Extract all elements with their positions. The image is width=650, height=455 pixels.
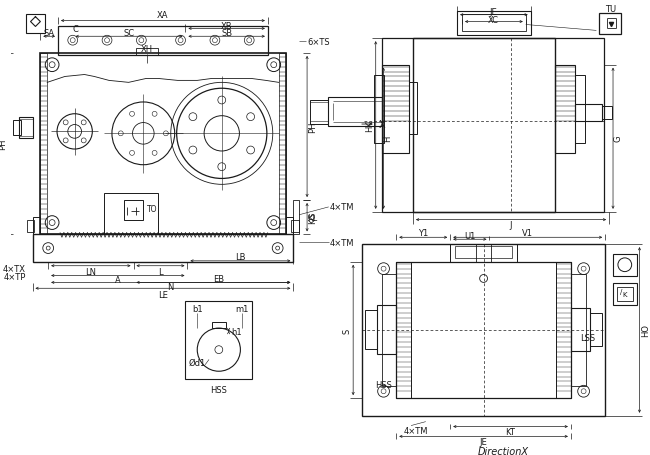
Text: PH: PH — [309, 121, 317, 133]
Text: /: / — [619, 288, 622, 294]
Bar — [613, 254, 636, 276]
Bar — [613, 284, 636, 305]
Text: 4×TM: 4×TM — [330, 238, 354, 247]
Bar — [285, 217, 293, 235]
Bar — [40, 54, 47, 235]
Bar — [382, 39, 604, 212]
Bar — [291, 220, 299, 233]
Text: HO: HO — [641, 324, 650, 337]
Bar — [293, 201, 299, 235]
Bar — [457, 12, 530, 36]
Text: LSS: LSS — [580, 334, 595, 343]
Bar — [571, 274, 586, 386]
Bar — [382, 274, 396, 386]
Text: PH: PH — [0, 139, 8, 150]
Text: m1: m1 — [236, 305, 249, 313]
Bar — [450, 245, 517, 262]
Bar — [374, 76, 383, 144]
Bar — [58, 27, 268, 56]
Text: 4×TM: 4×TM — [330, 203, 354, 212]
Text: A: A — [115, 275, 121, 284]
Bar — [365, 310, 377, 349]
Text: SA: SA — [44, 29, 55, 38]
Text: L: L — [158, 268, 162, 277]
Text: SC: SC — [124, 29, 135, 38]
Bar — [462, 15, 526, 32]
Text: XC: XC — [488, 16, 499, 25]
Bar — [13, 121, 21, 136]
Text: JE: JE — [489, 8, 497, 17]
Bar — [413, 39, 555, 212]
Bar — [603, 106, 612, 119]
Bar — [396, 262, 571, 398]
Text: XA: XA — [157, 11, 169, 20]
Bar — [571, 308, 590, 351]
Bar — [310, 101, 328, 124]
Text: LB: LB — [235, 253, 246, 262]
Bar — [575, 105, 603, 121]
Text: N: N — [168, 282, 174, 291]
Text: C: C — [73, 25, 79, 34]
Text: 4×TX: 4×TX — [3, 264, 25, 273]
Bar — [377, 305, 396, 354]
Text: H: H — [383, 136, 392, 142]
Text: KG: KG — [309, 212, 317, 224]
Text: V1: V1 — [522, 228, 533, 238]
Bar — [555, 66, 575, 154]
Text: 4×TM: 4×TM — [404, 426, 428, 435]
Bar — [27, 220, 34, 233]
Text: LE: LE — [158, 290, 168, 299]
Bar — [556, 262, 571, 398]
Text: X: X — [378, 120, 385, 130]
Bar — [25, 15, 46, 34]
Text: b1: b1 — [192, 305, 203, 313]
Bar — [590, 313, 603, 346]
Text: EB: EB — [213, 274, 224, 283]
Text: LN: LN — [85, 268, 96, 277]
Text: XB: XB — [221, 22, 233, 31]
Text: Y1: Y1 — [418, 228, 428, 238]
Bar — [104, 194, 158, 235]
Bar — [599, 14, 621, 35]
Text: TU: TU — [606, 5, 617, 14]
Text: SB: SB — [221, 29, 232, 38]
Bar — [575, 76, 584, 144]
Text: KT: KT — [506, 427, 515, 436]
Bar — [185, 301, 252, 379]
Bar — [409, 83, 417, 135]
Text: TO: TO — [147, 205, 157, 214]
Text: HK: HK — [365, 120, 374, 131]
Bar — [476, 245, 491, 262]
Bar — [455, 247, 512, 258]
Bar — [40, 54, 285, 235]
Bar — [19, 117, 34, 139]
Bar — [362, 245, 605, 416]
Text: KL: KL — [307, 214, 317, 222]
Text: G: G — [614, 136, 623, 142]
Text: DirectionX: DirectionX — [478, 446, 528, 455]
Bar — [32, 235, 293, 262]
Text: 6×TS: 6×TS — [307, 38, 330, 46]
Bar — [124, 201, 143, 220]
Text: HSS: HSS — [375, 380, 392, 389]
Bar — [212, 323, 226, 329]
Bar — [32, 217, 40, 235]
Text: U1: U1 — [464, 231, 476, 240]
Text: h1: h1 — [231, 327, 242, 336]
Text: JE: JE — [480, 437, 488, 446]
Text: HSS: HSS — [211, 385, 227, 394]
Text: S: S — [343, 328, 352, 333]
Bar — [328, 98, 382, 127]
Bar — [136, 49, 158, 56]
Bar — [382, 66, 409, 154]
Text: 4×TP: 4×TP — [3, 273, 25, 281]
Bar — [617, 288, 632, 301]
Text: Ød1: Ød1 — [188, 358, 206, 367]
Text: J: J — [510, 221, 512, 229]
Bar — [396, 262, 411, 398]
Text: K: K — [623, 292, 627, 298]
Bar — [279, 54, 285, 235]
Text: XH: XH — [141, 45, 153, 53]
